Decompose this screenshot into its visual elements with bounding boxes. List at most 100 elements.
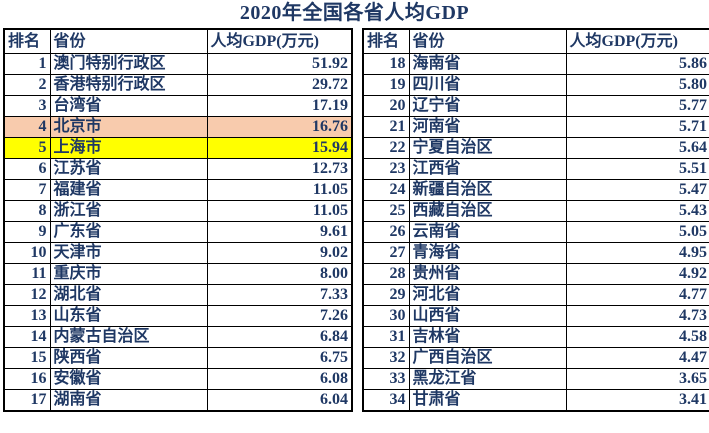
rank-cell: 26 <box>362 221 410 243</box>
value-cell: 6.08 <box>206 368 353 390</box>
value-cell: 4.77 <box>565 284 709 306</box>
rank-cell: 3 <box>3 95 51 117</box>
table-row: 6 江苏省 12.73 <box>3 158 353 180</box>
province-cell: 甘肃省 <box>408 389 567 412</box>
rank-cell: 2 <box>3 74 51 96</box>
header-row: 排名 省份 人均GDP(万元) <box>3 28 353 54</box>
value-cell: 11.05 <box>206 179 353 201</box>
value-cell: 15.94 <box>206 137 353 159</box>
rank-cell: 15 <box>3 347 51 369</box>
province-header: 省份 <box>49 28 208 54</box>
table-row: 14 内蒙古自治区 6.84 <box>3 326 353 348</box>
table-row: 4 北京市 16.76 <box>3 116 353 138</box>
value-cell: 4.58 <box>565 326 709 348</box>
rank-cell: 11 <box>3 263 51 285</box>
rank-cell: 29 <box>362 284 410 306</box>
rank-cell: 12 <box>3 284 51 306</box>
table-row: 16 安徽省 6.08 <box>3 368 353 390</box>
rank-cell: 22 <box>362 137 410 159</box>
table-row: 20 辽宁省 5.77 <box>362 95 709 117</box>
table-row: 9 广东省 9.61 <box>3 221 353 243</box>
province-cell: 重庆市 <box>49 263 208 285</box>
value-cell: 5.05 <box>565 221 709 243</box>
table-row: 3 台湾省 17.19 <box>3 95 353 117</box>
table-row: 1 澳门特别行政区 51.92 <box>3 53 353 75</box>
table-row: 24 新疆自治区 5.47 <box>362 179 709 201</box>
province-cell: 天津市 <box>49 242 208 264</box>
province-cell: 云南省 <box>408 221 567 243</box>
table-row: 34 甘肃省 3.41 <box>362 389 709 412</box>
rank-header: 排名 <box>362 28 410 54</box>
rank-cell: 5 <box>3 137 51 159</box>
rank-cell: 28 <box>362 263 410 285</box>
value-cell: 17.19 <box>206 95 353 117</box>
table-row: 28 贵州省 4.92 <box>362 263 709 285</box>
value-cell: 3.41 <box>565 389 709 412</box>
province-cell: 香港特别行政区 <box>49 74 208 96</box>
value-cell: 5.80 <box>565 74 709 96</box>
header-row: 排名 省份 人均GDP(万元) <box>362 28 709 54</box>
value-cell: 6.75 <box>206 347 353 369</box>
table-row: 13 山东省 7.26 <box>3 305 353 327</box>
rank-cell: 9 <box>3 221 51 243</box>
ranking-table-right: 排名 省份 人均GDP(万元) 18 海南省 5.86 19 四川省 5.80 20 辽宁省 5… <box>362 28 709 412</box>
province-cell: 西藏自治区 <box>408 200 567 222</box>
value-cell: 9.02 <box>206 242 353 264</box>
province-cell: 内蒙古自治区 <box>49 326 208 348</box>
rank-cell: 19 <box>362 74 410 96</box>
value-cell: 29.72 <box>206 74 353 96</box>
table-row: 15 陕西省 6.75 <box>3 347 353 369</box>
value-cell: 7.33 <box>206 284 353 306</box>
table-row: 25 西藏自治区 5.43 <box>362 200 709 222</box>
rank-cell: 32 <box>362 347 410 369</box>
value-cell: 5.51 <box>565 158 709 180</box>
value-cell: 4.92 <box>565 263 709 285</box>
rank-cell: 13 <box>3 305 51 327</box>
province-cell: 江西省 <box>408 158 567 180</box>
table-row: 5 上海市 15.94 <box>3 137 353 159</box>
rank-cell: 27 <box>362 242 410 264</box>
province-cell: 吉林省 <box>408 326 567 348</box>
value-cell: 51.92 <box>206 53 353 75</box>
province-cell: 广东省 <box>49 221 208 243</box>
rank-cell: 18 <box>362 53 410 75</box>
tables-container: 排名 省份 人均GDP(万元) 1 澳门特别行政区 51.92 2 香港特别行政区 29.… <box>0 26 709 412</box>
value-cell: 6.84 <box>206 326 353 348</box>
province-cell: 海南省 <box>408 53 567 75</box>
rank-cell: 30 <box>362 305 410 327</box>
province-cell: 四川省 <box>408 74 567 96</box>
table-row: 29 河北省 4.77 <box>362 284 709 306</box>
table-row: 17 湖南省 6.04 <box>3 389 353 412</box>
province-cell: 安徽省 <box>49 368 208 390</box>
table-row: 7 福建省 11.05 <box>3 179 353 201</box>
value-cell: 7.26 <box>206 305 353 327</box>
value-cell: 5.64 <box>565 137 709 159</box>
province-cell: 宁夏自治区 <box>408 137 567 159</box>
table-row: 22 宁夏自治区 5.64 <box>362 137 709 159</box>
rank-cell: 33 <box>362 368 410 390</box>
province-cell: 山西省 <box>408 305 567 327</box>
province-cell: 湖北省 <box>49 284 208 306</box>
province-cell: 山东省 <box>49 305 208 327</box>
value-cell: 9.61 <box>206 221 353 243</box>
value-cell: 5.86 <box>565 53 709 75</box>
province-cell: 辽宁省 <box>408 95 567 117</box>
table-body-left: 1 澳门特别行政区 51.92 2 香港特别行政区 29.72 3 台湾省 17.19 4 北京市 1… <box>3 53 353 412</box>
value-cell: 5.71 <box>565 116 709 138</box>
gdp-header: 人均GDP(万元) <box>565 28 709 54</box>
rank-cell: 20 <box>362 95 410 117</box>
value-cell: 16.76 <box>206 116 353 138</box>
province-cell: 广西自治区 <box>408 347 567 369</box>
rank-cell: 4 <box>3 116 51 138</box>
rank-cell: 23 <box>362 158 410 180</box>
rank-cell: 17 <box>3 389 51 412</box>
province-cell: 贵州省 <box>408 263 567 285</box>
value-cell: 5.47 <box>565 179 709 201</box>
table-row: 8 浙江省 11.05 <box>3 200 353 222</box>
table-row: 10 天津市 9.02 <box>3 242 353 264</box>
province-cell: 湖南省 <box>49 389 208 412</box>
rank-cell: 31 <box>362 326 410 348</box>
province-cell: 福建省 <box>49 179 208 201</box>
province-cell: 黑龙江省 <box>408 368 567 390</box>
rank-cell: 21 <box>362 116 410 138</box>
